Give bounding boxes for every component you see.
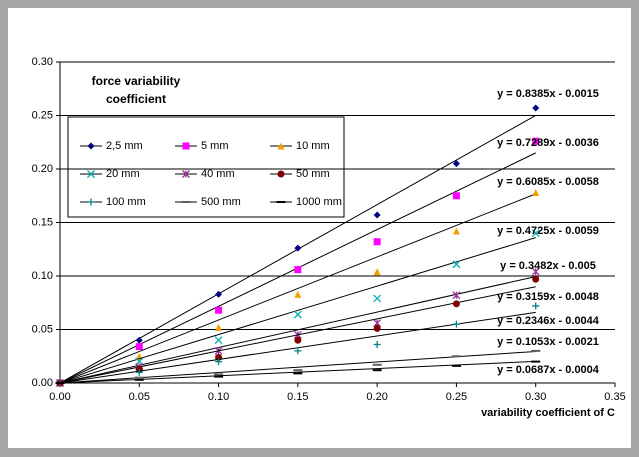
marker [215, 290, 223, 298]
marker [135, 368, 143, 376]
x-tick-label: 0.20 [366, 391, 387, 403]
legend-label: 2,5 mm [106, 140, 143, 152]
marker [87, 198, 95, 206]
marker [452, 291, 461, 300]
marker [452, 260, 461, 269]
trend-equation: y = 0.4725x - 0.0059 [497, 225, 599, 237]
trend-equation: y = 0.1053x - 0.0021 [497, 336, 599, 348]
y-tick-label: 0.30 [32, 56, 53, 68]
marker [293, 310, 302, 319]
legend-label: 1000 mm [296, 196, 342, 208]
marker [531, 229, 540, 238]
legend-label: 500 mm [201, 196, 241, 208]
marker [373, 268, 381, 276]
y-tick-label: 0.25 [32, 109, 53, 121]
marker [373, 238, 381, 246]
x-tick-label: 0.30 [525, 391, 546, 403]
marker [87, 170, 95, 178]
marker [452, 192, 460, 200]
marker [215, 358, 223, 366]
marker [532, 189, 540, 197]
y-tick-label: 0.10 [32, 270, 53, 282]
trendline [59, 193, 536, 384]
marker [182, 170, 190, 178]
marker [532, 104, 540, 112]
chart-area [8, 8, 631, 448]
marker [215, 306, 223, 314]
marker [452, 160, 460, 168]
y-tick-label: 0.05 [32, 323, 53, 335]
legend-label: 20 mm [106, 168, 140, 180]
marker [373, 324, 381, 332]
trendline [59, 237, 536, 384]
trend-equation: y = 0.7289x - 0.0036 [497, 137, 599, 149]
marker [135, 336, 143, 344]
trend-equation: y = 0.3159x - 0.0048 [497, 291, 599, 303]
x-tick-label: 0.10 [208, 391, 229, 403]
marker [373, 340, 381, 348]
marker [215, 323, 223, 331]
x-tick-label: 0.35 [604, 391, 625, 403]
legend-box [67, 116, 345, 218]
marker [277, 142, 285, 150]
marker [214, 336, 223, 345]
trend-equation: y = 0.2346x - 0.0044 [497, 315, 600, 327]
marker [294, 347, 302, 355]
marker [532, 275, 540, 283]
marker [532, 302, 540, 310]
marker [373, 294, 382, 303]
legend-label: 5 mm [201, 140, 229, 152]
marker [277, 170, 285, 178]
x-tick-label: 0.15 [287, 391, 308, 403]
trend-equation: y = 0.0687x - 0.0004 [497, 364, 600, 376]
marker [135, 343, 143, 351]
marker [532, 137, 540, 145]
x-tick-label: 0.25 [446, 391, 467, 403]
trend-equation: y = 0.6085x - 0.0058 [497, 176, 599, 188]
x-tick-label: 0.00 [49, 391, 70, 403]
chart-title: force variability coefficient [91, 74, 181, 106]
marker [531, 267, 540, 276]
marker [294, 244, 302, 252]
marker [294, 290, 302, 298]
y-tick-label: 0.00 [32, 377, 53, 389]
legend-label: 50 mm [296, 168, 330, 180]
marker [452, 227, 460, 235]
legend-label: 40 mm [201, 168, 235, 180]
trend-equation: y = 0.8385x - 0.0015 [497, 88, 599, 100]
legend-label: 100 mm [106, 196, 146, 208]
trend-equation: y = 0.3482x - 0.005 [500, 260, 596, 272]
y-tick-label: 0.20 [32, 163, 53, 175]
marker [182, 142, 190, 150]
marker [452, 320, 460, 328]
x-tick-label: 0.05 [129, 391, 150, 403]
marker [373, 211, 381, 219]
marker [87, 142, 95, 150]
marker [294, 336, 302, 344]
marker [452, 300, 460, 308]
legend-label: 10 mm [296, 140, 330, 152]
marker [294, 266, 302, 274]
y-tick-label: 0.15 [32, 216, 53, 228]
x-axis-label: variability coefficient of C [481, 407, 615, 419]
